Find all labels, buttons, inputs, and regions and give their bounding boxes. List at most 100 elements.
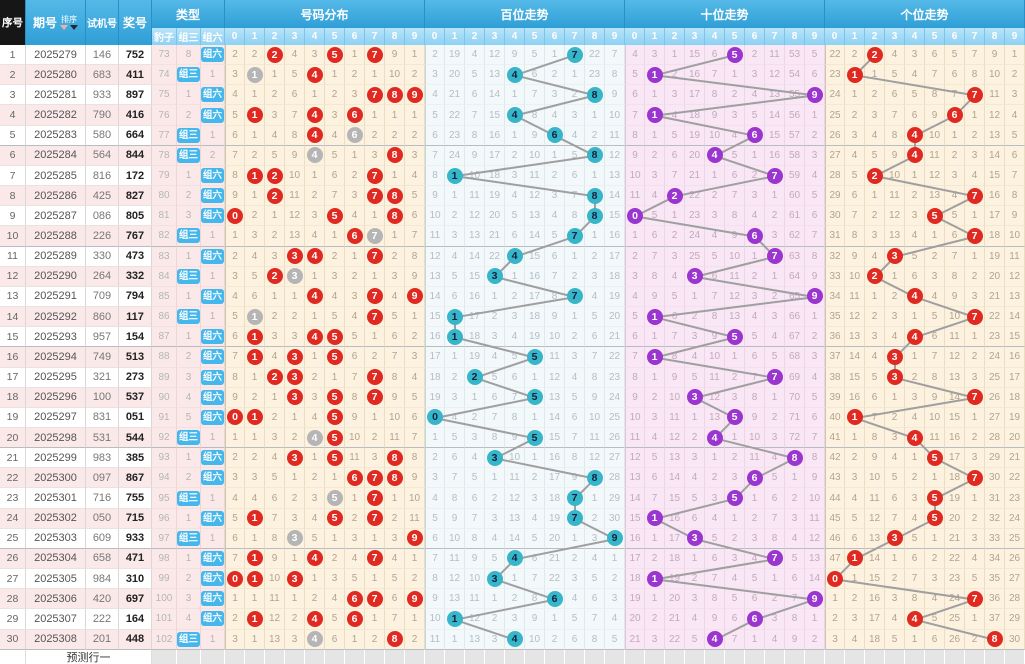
dist-cell: 3 <box>265 327 285 348</box>
tens-cell: 10 <box>725 246 745 267</box>
sort-control[interactable]: 排序 <box>60 15 78 30</box>
units-hit-circle: 5 <box>926 207 943 224</box>
units-cell: 6 <box>1005 145 1025 166</box>
dist-cell: 1 <box>245 165 265 187</box>
units-cell: 43 <box>825 468 845 489</box>
dist-hit-circle: 8 <box>386 207 403 224</box>
hundreds-cell: 2 <box>505 145 525 166</box>
units-cell: 17 <box>985 206 1005 227</box>
test-number-cell: 831 <box>86 407 119 428</box>
tens-cell: 13 <box>665 448 685 469</box>
prize-cell: 164 <box>119 609 152 630</box>
hundreds-cell: 17 <box>525 286 545 308</box>
units-cell: 20 <box>945 508 965 529</box>
units-cell: 11 <box>945 327 965 348</box>
tens-cell: 20 <box>625 609 645 630</box>
dist-cell: 3 <box>285 367 305 388</box>
units-cell: 14 <box>945 387 965 408</box>
dist-cell: 2 <box>385 246 405 267</box>
tens-cell: 4 <box>805 165 825 187</box>
units-cell: 8 <box>865 427 885 449</box>
dist-cell: 4 <box>245 488 265 509</box>
units-hit-circle: 1 <box>846 66 863 83</box>
type-column-group: 类型 豹子 组三 组六 <box>152 0 225 45</box>
baozi-miss-cell: 86 <box>152 307 177 328</box>
footer-grid-cell <box>845 650 865 664</box>
dist-cell: 2 <box>245 448 265 469</box>
tens-cell: 6 <box>645 468 665 489</box>
footer-grid-cell <box>425 650 445 664</box>
dist-hit-circle: 8 <box>386 449 403 466</box>
hundreds-cell: 3 <box>485 327 505 348</box>
digit-column-header: 3 <box>485 28 505 45</box>
hundreds-cell: 4 <box>545 105 565 126</box>
type-badge: 组六 <box>201 248 224 264</box>
dist-hit-circle: 2 <box>266 369 283 386</box>
hundreds-cell: 22 <box>545 569 565 590</box>
units-cell: 16 <box>865 589 885 610</box>
tens-cell: 4 <box>665 105 685 126</box>
units-cell: 17 <box>1005 367 1025 388</box>
hundreds-hit-circle: 7 <box>566 490 583 507</box>
dist-cell: 1 <box>305 569 325 590</box>
tens-cell: 24 <box>685 226 705 247</box>
tens-cell: 2 <box>765 589 785 610</box>
zu6-cell: 组六 <box>201 407 225 428</box>
units-cell: 2 <box>905 367 925 388</box>
hundreds-cell: 5 <box>505 347 525 368</box>
hundreds-cell: 5 <box>585 307 605 328</box>
dist-cell: 1 <box>285 286 305 308</box>
tens-cell: 12 <box>725 286 745 308</box>
tens-cell: 11 <box>745 448 765 469</box>
tens-cell: 8 <box>725 206 745 227</box>
hundreds-cell: 1 <box>565 65 585 86</box>
sort-desc-icon[interactable] <box>70 25 78 30</box>
digit-column-header: 7 <box>565 28 585 45</box>
hundreds-cell: 9 <box>565 468 585 489</box>
tens-cell: 3 <box>805 145 825 166</box>
tens-hit-circle: 5 <box>726 46 743 63</box>
dist-cell: 1 <box>245 589 265 610</box>
test-number-cell: 222 <box>86 609 119 630</box>
dist-hit-circle: 4 <box>306 66 323 83</box>
hundreds-cell: 12 <box>505 488 525 509</box>
zu3-cell: 1 <box>177 165 201 187</box>
hundreds-cell: 3 <box>445 387 465 408</box>
units-cell: 37 <box>985 609 1005 630</box>
tens-cell: 21 <box>625 629 645 650</box>
type-badge: 组六 <box>201 591 224 607</box>
sort-asc-icon[interactable] <box>60 25 68 30</box>
tens-cell: 6 <box>665 145 685 166</box>
tens-cell: 18 <box>665 548 685 570</box>
units-cell: 1 <box>885 387 905 408</box>
tens-cell: 2 <box>805 125 825 146</box>
type-badge: 组六 <box>201 470 224 486</box>
dist-cell: 6 <box>385 327 405 348</box>
footer-grid-cell <box>445 650 465 664</box>
tens-cell: 1 <box>645 347 665 368</box>
hundreds-cell: 7 <box>485 407 505 428</box>
dist-cell: 7 <box>365 468 385 489</box>
tens-cell: 3 <box>765 226 785 247</box>
test-number-cell: 097 <box>86 468 119 489</box>
units-cell: 16 <box>945 427 965 449</box>
tens-cell: 6 <box>645 226 665 247</box>
hundreds-hit-circle: 8 <box>586 207 603 224</box>
tens-cell: 68 <box>785 347 805 368</box>
prize-cell: 448 <box>119 629 152 650</box>
hundreds-hit-circle: 5 <box>526 389 543 406</box>
tens-cell: 13 <box>625 468 645 489</box>
period-cell: 2025282 <box>26 105 86 126</box>
hundreds-hit-circle: 4 <box>506 550 523 567</box>
dist-hit-circle: 6 <box>346 590 363 607</box>
units-cell: 16 <box>1005 347 1025 368</box>
tens-cell: 1 <box>645 528 665 549</box>
dist-cell: 3 <box>245 468 265 489</box>
hundreds-cell: 7 <box>565 186 585 207</box>
units-cell: 10 <box>845 266 865 287</box>
dist-cell: 6 <box>245 286 265 308</box>
footer-grid-cell <box>625 650 645 664</box>
footer-seq-cell <box>0 650 26 664</box>
zu3-cell: 3 <box>177 367 201 388</box>
seq-cell: 3 <box>0 85 26 106</box>
